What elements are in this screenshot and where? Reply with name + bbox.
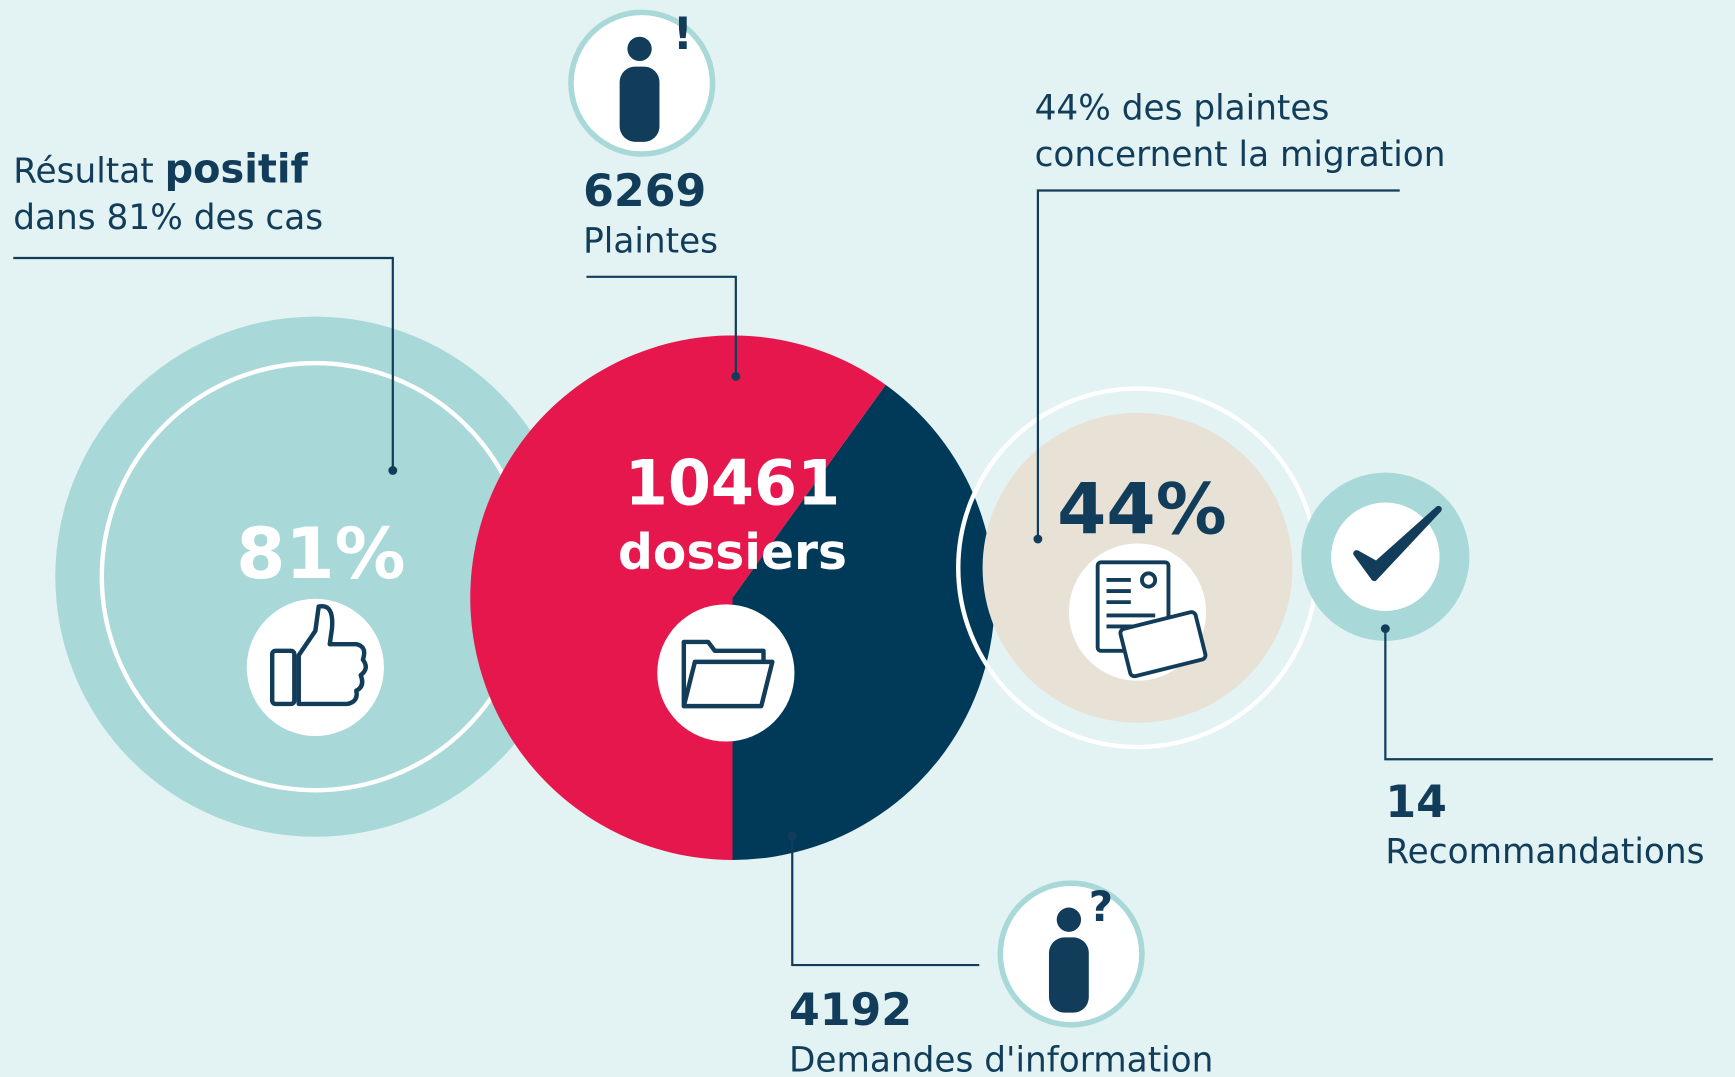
thumb-icon <box>269 603 368 707</box>
total-unit: dossiers <box>618 525 847 581</box>
pie-slice <box>470 335 886 860</box>
positive-percent: 81% <box>236 512 405 595</box>
pie-slice <box>732 384 995 860</box>
positive-circle <box>55 316 576 837</box>
plaintes-label: Plaintes <box>583 221 718 261</box>
complaint-icon: ! <box>568 9 716 157</box>
svg-text:!: ! <box>673 9 693 60</box>
positive-label: Résultat positif <box>13 147 308 193</box>
question-icon: ? <box>997 880 1145 1028</box>
callout-dots <box>388 371 1390 841</box>
migration-caption-1: 44% des plaintes <box>1035 89 1330 129</box>
pie <box>470 335 995 860</box>
positive-label-bold: positif <box>165 147 309 193</box>
migration-percent: 44% <box>1057 468 1226 551</box>
folder-icon <box>681 639 775 709</box>
check-icon <box>1353 505 1442 582</box>
demandes-label: Demandes d'information <box>789 1040 1213 1077</box>
svg-text:?: ? <box>1089 882 1113 931</box>
id-icon <box>1095 560 1208 679</box>
positive-label-start: Résultat <box>13 152 153 192</box>
callout-lines <box>13 189 1713 967</box>
plaintes-value: 6269 <box>583 166 706 217</box>
folder-icon-bg <box>657 604 795 742</box>
positive-label-end: dans 81% des cas <box>13 198 323 238</box>
recommandations-value: 14 <box>1385 777 1447 828</box>
demandes-value: 4192 <box>789 985 912 1036</box>
recommandations-label: Recommandations <box>1385 832 1704 872</box>
total: 10461 <box>625 447 841 520</box>
migration-caption-2: concernent la migration <box>1035 135 1446 175</box>
